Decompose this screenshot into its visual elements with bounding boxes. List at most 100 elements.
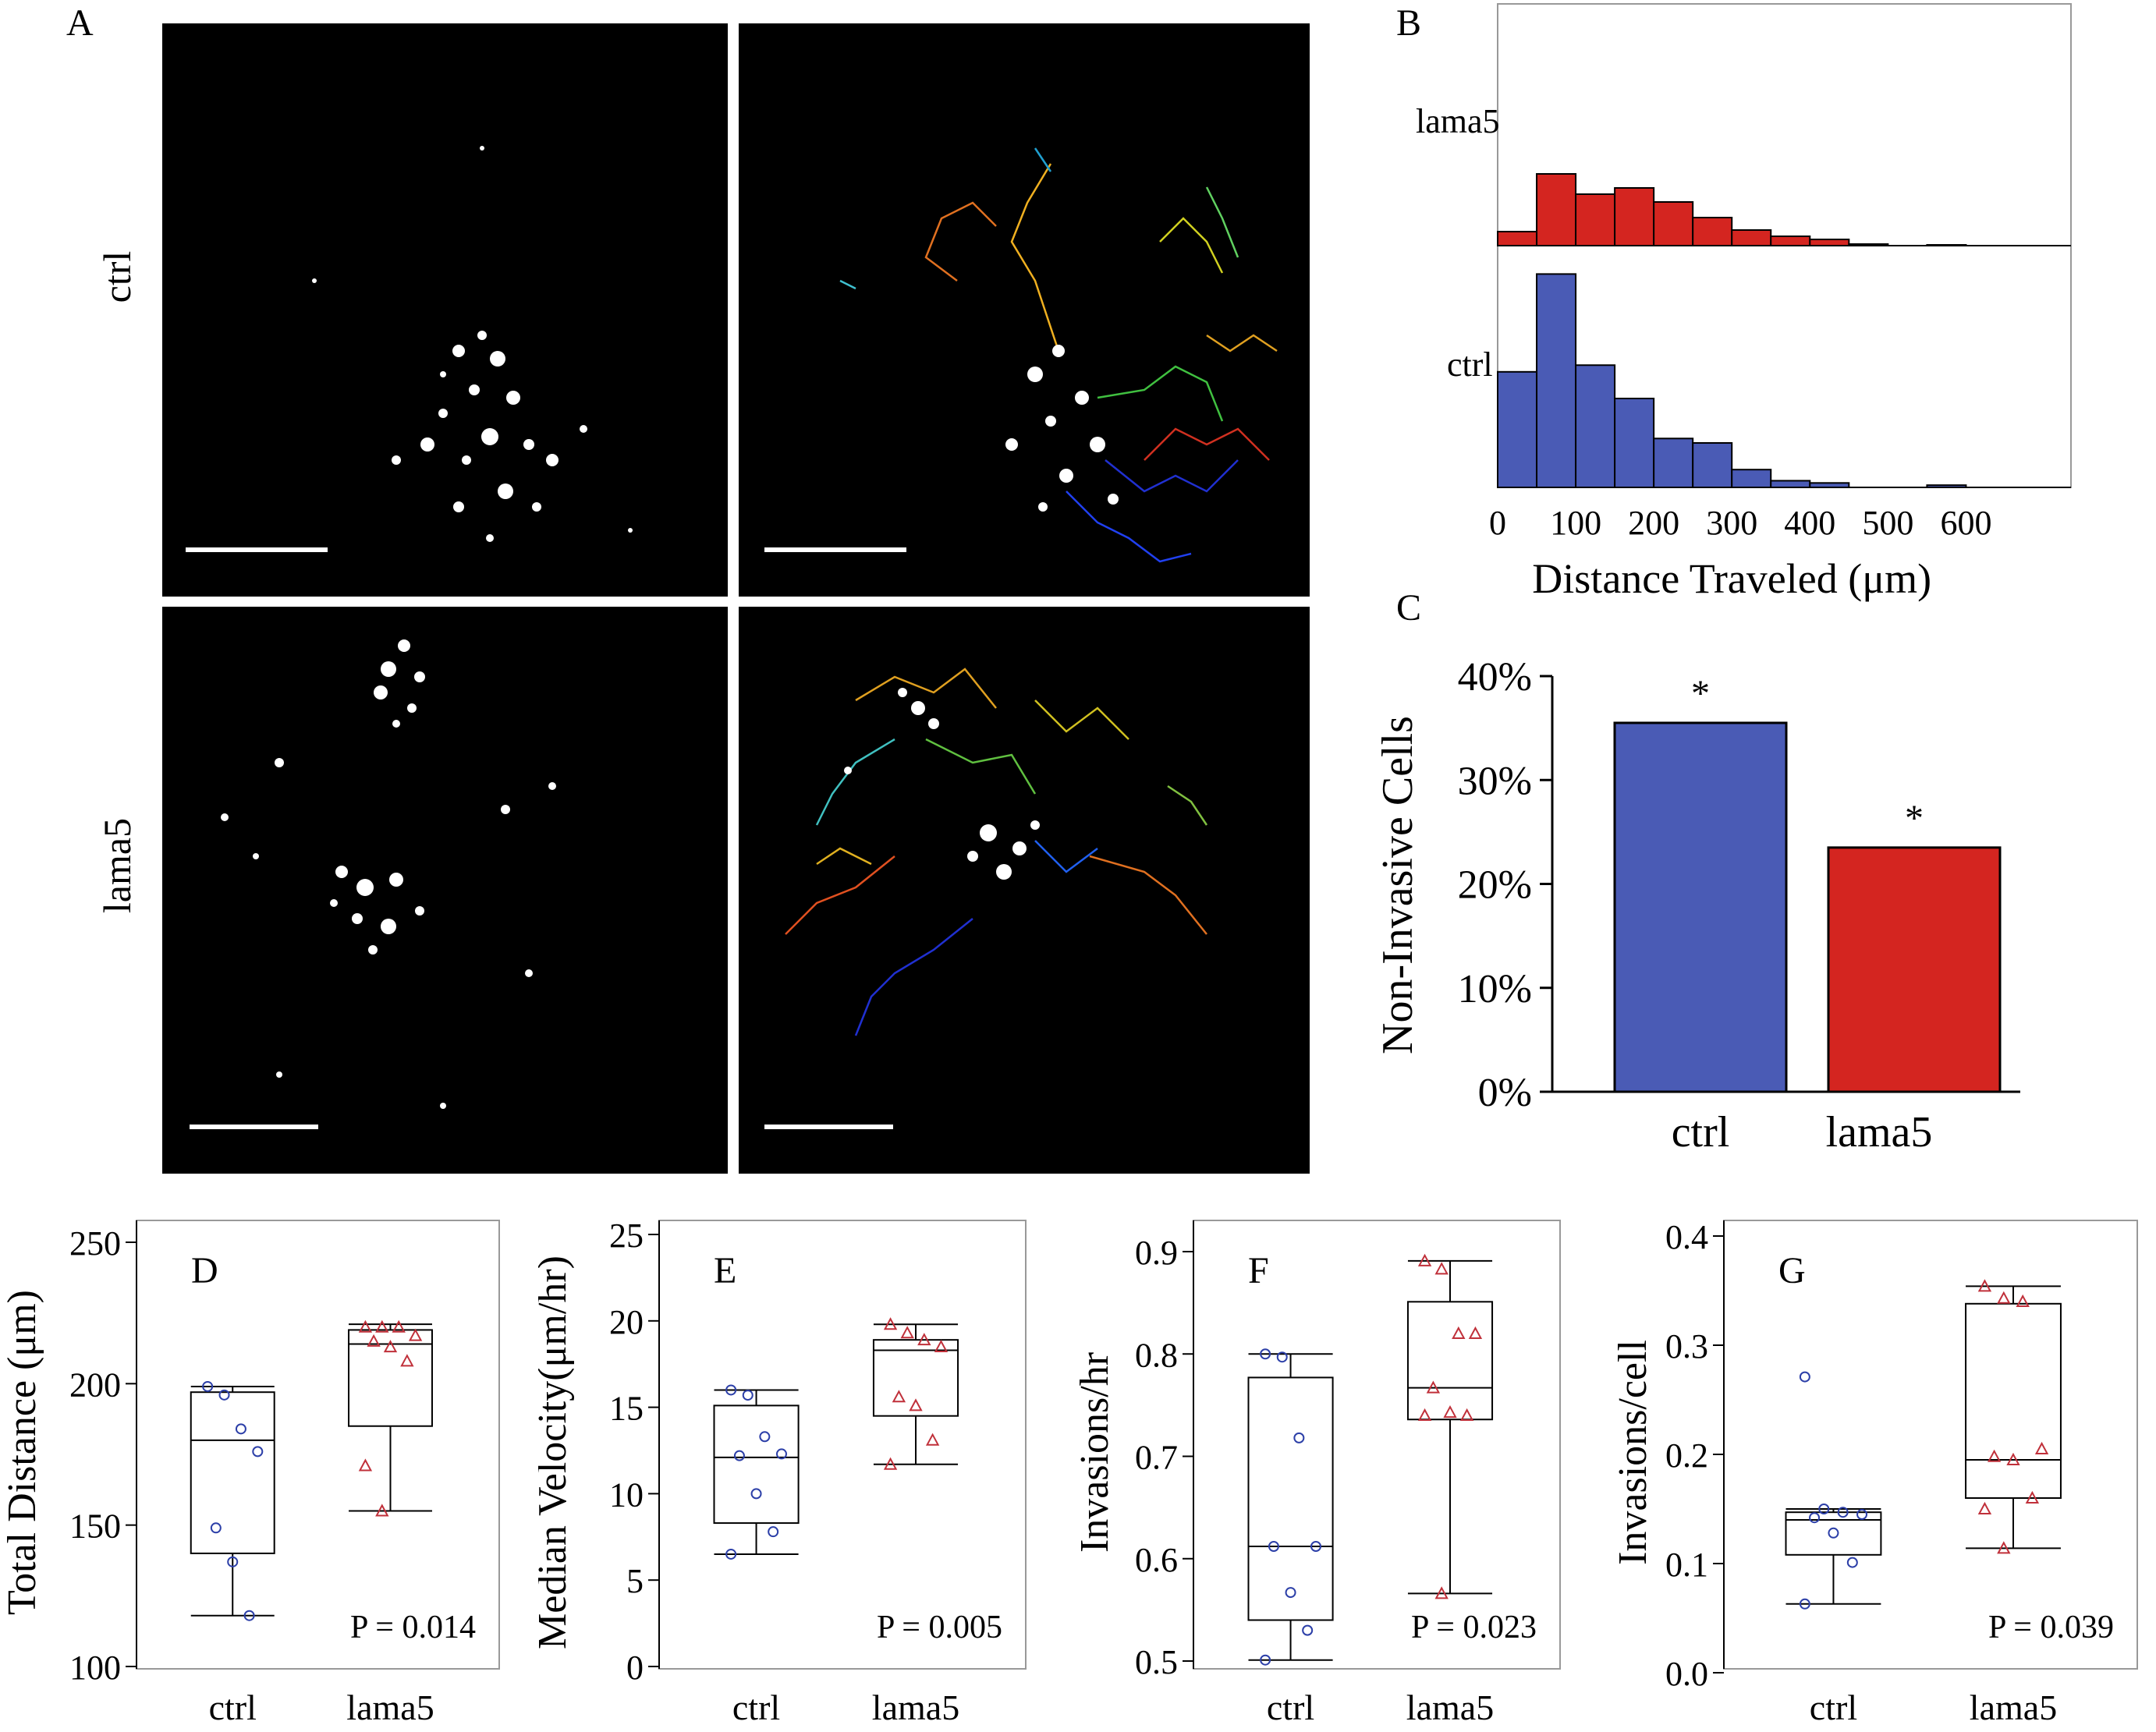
data-point-ctrl: [202, 1380, 214, 1392]
data-point-ctrl: [1799, 1598, 1810, 1610]
data-point-ctrl: [1856, 1509, 1868, 1520]
data-point-ctrl: [1285, 1587, 1296, 1599]
data-point-ctrl: [1310, 1541, 1321, 1552]
box-lama5: [348, 1329, 433, 1427]
y-tick-label: 250: [69, 1224, 121, 1263]
scale-bar: [190, 1125, 318, 1129]
data-point-lama5: [383, 1340, 398, 1353]
y-tick-label: 100: [69, 1649, 121, 1687]
x-tick-label: ctrl: [1672, 1108, 1730, 1156]
box-lama5: [872, 1339, 959, 1417]
y-tick-label: 0.7: [1135, 1439, 1178, 1477]
y-tick-label: 0.6: [1135, 1541, 1178, 1579]
data-point-lama5: [1417, 1253, 1432, 1266]
series-label-ctrl: ctrl: [1447, 345, 1493, 384]
data-point-lama5: [1434, 1262, 1449, 1275]
panel-label: F: [1248, 1250, 1269, 1291]
hist-bar-ctrl: [1653, 437, 1694, 488]
y-tick-label: 0.0: [1665, 1655, 1708, 1693]
data-point-lama5: [934, 1339, 949, 1353]
y-tick-label: 150: [69, 1507, 121, 1546]
panel-label: E: [714, 1250, 736, 1291]
data-point-ctrl: [1293, 1432, 1305, 1443]
data-point-ctrl: [1818, 1504, 1830, 1514]
x-tick-label: 300: [1706, 504, 1757, 542]
panel-a-label: A: [66, 2, 94, 44]
bar-chart-non-invasive: 0% 10% 20% 30% 40% * ctrl * lama5 Non-Invasive Ce…: [1374, 655, 2020, 1156]
data-point-ctrl: [1799, 1371, 1810, 1383]
hist-bar-ctrl: [1614, 398, 1655, 488]
data-point-lama5: [1977, 1279, 1992, 1292]
micrograph-lama5-tracks: [739, 607, 1310, 1174]
x-tick-label: ctrl: [1267, 1688, 1314, 1727]
scale-bar: [764, 1125, 893, 1129]
data-point-ctrl: [1302, 1624, 1314, 1636]
data-point-lama5: [367, 1334, 381, 1347]
data-point-ctrl: [1260, 1348, 1271, 1360]
p-value: P = 0.023: [1411, 1610, 1537, 1645]
micrograph-ctrl-tracks-image: [839, 147, 1278, 563]
x-tick-label: lama5: [1970, 1688, 2057, 1727]
data-point-ctrl: [1276, 1351, 1288, 1363]
data-point-ctrl: [1846, 1557, 1858, 1568]
box-ctrl: [713, 1404, 800, 1525]
data-point-ctrl: [759, 1431, 771, 1443]
data-point-ctrl: [1260, 1654, 1271, 1666]
boxplot-total-distance: 100 150 200 250 D P = 0.014 Total Distance (μm…: [0, 1220, 500, 1727]
y-tick-label: 0.1: [1665, 1546, 1708, 1584]
box-ctrl: [1785, 1511, 1882, 1556]
hist-bar-lama5: [1731, 229, 1772, 246]
data-point-lama5: [892, 1390, 906, 1403]
data-point-lama5: [900, 1326, 914, 1339]
micrograph-lama5-raw-image: [221, 639, 556, 1109]
y-tick-label: 10: [609, 1475, 644, 1514]
data-point-lama5: [358, 1458, 373, 1472]
data-point-ctrl: [243, 1610, 255, 1621]
p-value: P = 0.005: [877, 1610, 1002, 1645]
y-tick-label: 0.9: [1135, 1234, 1178, 1272]
data-point-lama5: [917, 1333, 931, 1346]
y-tick-label: 20%: [1458, 863, 1532, 908]
hist-bar-lama5: [1497, 231, 1538, 246]
data-point-lama5: [375, 1319, 389, 1333]
y-axis-label: Total Distance (μm): [0, 1290, 44, 1615]
data-point-lama5: [1459, 1408, 1474, 1421]
panel-label: G: [1778, 1250, 1806, 1291]
data-point-ctrl: [775, 1448, 787, 1460]
x-tick-label: ctrl: [732, 1688, 780, 1727]
hist-bar-ctrl: [1692, 442, 1733, 488]
scale-bar: [764, 547, 906, 552]
hist-bar-ctrl: [1536, 273, 1577, 488]
micrograph-lama5-tracks-image: [785, 668, 1208, 1036]
hist-bar-lama5: [1692, 217, 1733, 246]
y-axis-label: Invasions/cell: [1615, 1340, 1655, 1565]
hist-bar-lama5: [1614, 187, 1655, 246]
x-tick-label: 400: [1784, 504, 1835, 542]
data-point-lama5: [358, 1319, 373, 1333]
data-point-lama5: [408, 1328, 423, 1341]
data-point-ctrl: [235, 1423, 246, 1435]
data-point-ctrl: [227, 1556, 239, 1567]
significance-star: *: [1905, 798, 1924, 839]
series-label-lama5: lama5: [1416, 102, 1500, 140]
data-point-lama5: [2016, 1294, 2030, 1307]
hist-bar-ctrl: [1731, 469, 1772, 489]
x-tick-label: ctrl: [209, 1688, 257, 1727]
data-point-lama5: [1452, 1326, 1466, 1339]
boxplot-median-velocity: 0 5 10 15 20 25 E P = 0.005 Median Velocity(μm/h…: [538, 1217, 1027, 1727]
x-tick-label: 600: [1940, 504, 1991, 542]
box-ctrl: [190, 1391, 275, 1554]
y-tick-label: 30%: [1458, 759, 1532, 803]
y-axis-label: Median Velocity(μm/hr): [538, 1256, 575, 1649]
data-point-ctrl: [1809, 1512, 1821, 1524]
data-point-ctrl: [1837, 1507, 1849, 1518]
y-axis-label: Non-Invasive Cells: [1374, 716, 1422, 1054]
y-tick-label: 40%: [1458, 655, 1532, 700]
data-point-lama5: [1977, 1501, 1992, 1514]
micrograph-lama5-raw: [162, 607, 728, 1174]
data-point-lama5: [1417, 1408, 1432, 1421]
data-point-lama5: [1468, 1326, 1483, 1339]
y-tick-label: 0.3: [1665, 1327, 1708, 1365]
x-tick-label: lama5: [346, 1688, 434, 1727]
panel-c-label: C: [1396, 587, 1422, 629]
